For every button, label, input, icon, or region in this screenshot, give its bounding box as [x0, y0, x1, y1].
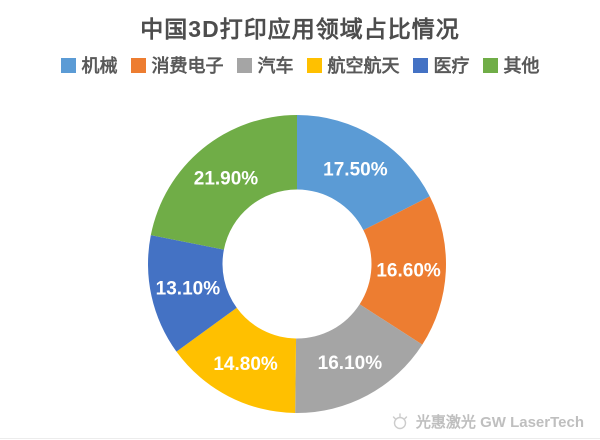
- watermark-text: 光惠激光 GW LaserTech: [415, 414, 584, 431]
- legend-item-0: 机械: [60, 52, 118, 78]
- legend-label: 航空航天: [327, 56, 400, 76]
- slice-label-4: 13.10%: [156, 279, 221, 300]
- slice-label-3: 14.80%: [213, 354, 278, 375]
- legend-item-3: 航空航天: [306, 52, 400, 78]
- gw-laser-logo-icon: [390, 412, 410, 432]
- legend-item-2: 汽车: [236, 52, 294, 78]
- legend-label: 汽车: [257, 56, 294, 76]
- legend-item-4: 医疗: [412, 52, 470, 78]
- slice-label-5: 21.90%: [194, 168, 259, 189]
- legend-swatch-icon: [306, 57, 322, 73]
- legend-item-1: 消费电子: [130, 52, 224, 78]
- legend-label: 其他: [503, 56, 540, 76]
- pie-slice-2: [295, 304, 423, 414]
- pie-slice-1: [359, 196, 446, 345]
- legend-swatch-icon: [482, 57, 498, 73]
- pie-slice-5: [150, 115, 297, 250]
- pie-slice-0: [297, 115, 430, 231]
- pie-slice-4: [148, 235, 237, 352]
- bottom-divider: [0, 438, 600, 439]
- chart-title: 中国3D打印应用领域占比情况: [140, 16, 460, 42]
- legend-item-5: 其他: [482, 52, 540, 78]
- legend-label: 消费电子: [151, 56, 224, 76]
- slice-label-1: 16.60%: [376, 260, 441, 281]
- legend-swatch-icon: [412, 57, 428, 73]
- watermark: 光惠激光 GW LaserTech: [390, 411, 584, 432]
- legend-swatch-icon: [130, 57, 146, 73]
- pie-slice-3: [176, 307, 297, 413]
- slice-label-0: 17.50%: [323, 159, 388, 180]
- legend-swatch-icon: [236, 57, 252, 73]
- legend-label: 机械: [81, 56, 118, 76]
- legend-swatch-icon: [60, 57, 76, 73]
- chart-legend: 机械 消费电子 汽车 航空航天 医疗 其他: [0, 52, 600, 78]
- slice-label-2: 16.10%: [318, 353, 383, 374]
- legend-label: 医疗: [433, 56, 470, 76]
